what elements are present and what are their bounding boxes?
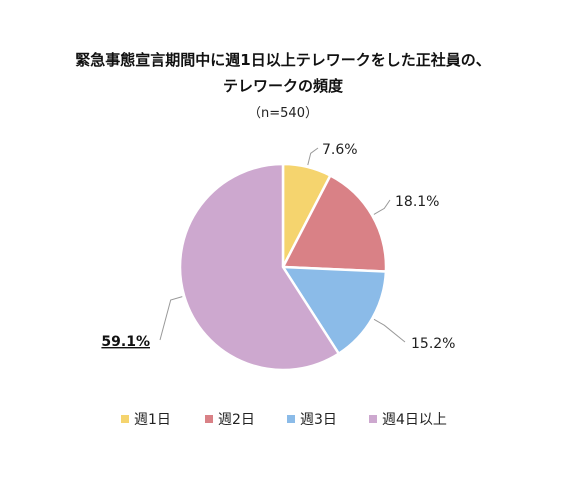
pie-slice-2 [281, 174, 388, 273]
leader-line-3 [373, 318, 406, 343]
data-labels: 7.6% 18.1% 15.2% 59.1% [101, 142, 455, 352]
legend-label-4: 週4日以上 [382, 412, 447, 428]
leader-lines [159, 147, 406, 343]
legend-swatch-3 [287, 415, 295, 423]
legend-swatch-1 [121, 415, 129, 423]
data-label-1: 7.6% [322, 142, 358, 158]
pie-slice-3 [281, 265, 388, 355]
legend-label-3: 週3日 [300, 412, 337, 428]
legend-label-2: 週2日 [218, 412, 255, 428]
chart-title-line2: テレワークの頻度 [223, 77, 344, 95]
chart-subtitle: （n=540） [248, 106, 318, 121]
pie-slice-4 [178, 162, 340, 372]
leader-line-4 [159, 296, 183, 341]
legend-swatch-2 [205, 415, 213, 423]
pie-slices [178, 162, 388, 372]
leader-line-2 [373, 199, 391, 215]
legend: 週1日 週2日 週3日 週4日以上 [121, 412, 447, 428]
legend-label-1: 週1日 [134, 412, 171, 428]
data-label-3: 15.2% [411, 336, 455, 352]
leader-line-1 [307, 147, 319, 166]
data-label-2: 18.1% [395, 194, 439, 210]
chart-title-line1: 緊急事態宣言期間中に週1日以上テレワークをした正社員の、 [75, 51, 490, 69]
legend-swatch-4 [369, 415, 377, 423]
data-label-4: 59.1% [101, 334, 150, 350]
